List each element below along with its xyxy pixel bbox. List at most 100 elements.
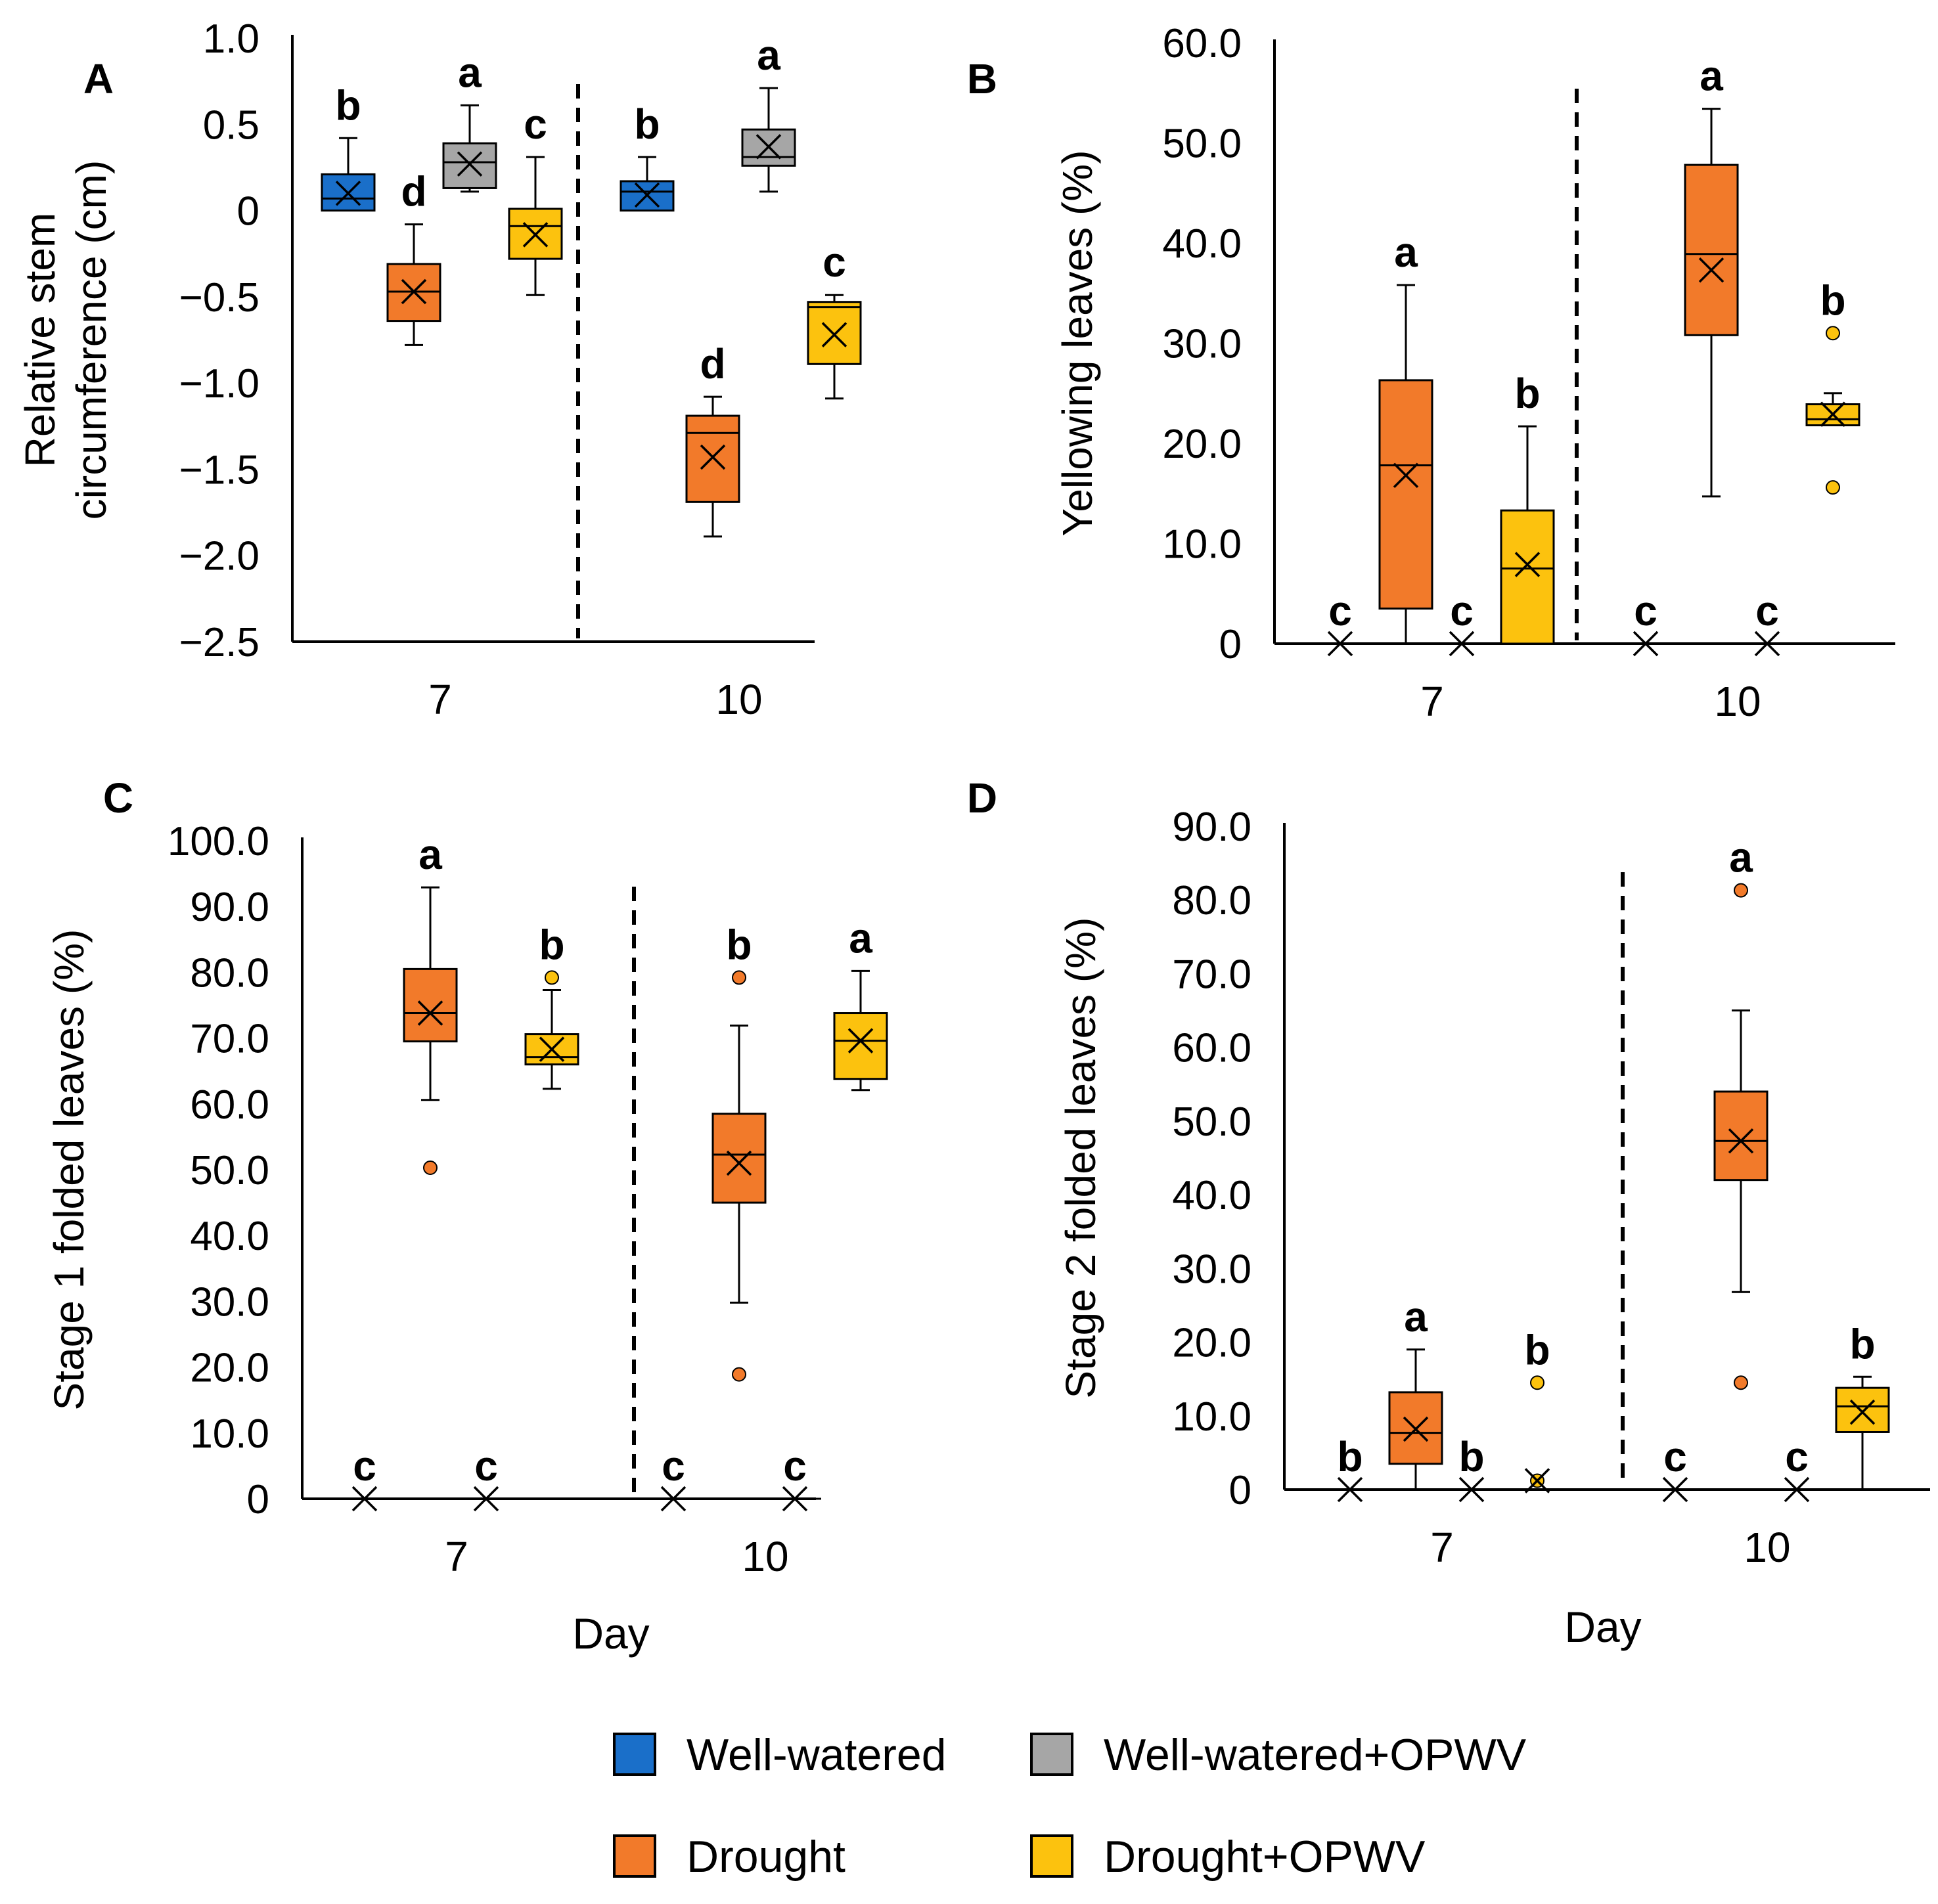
iqr-box [1684,164,1739,336]
y-tick-label: 10.0 [190,1411,269,1457]
box-drought-day-7: a [1388,1293,1443,1490]
panel-label: C [103,774,133,822]
box-drought-opwv-day-10: b [1805,277,1860,495]
significance-letter: b [539,921,564,968]
mean-marker [335,181,361,206]
y-axis-title-line: Stage 1 folded leaves (%) [45,929,93,1411]
mean-marker [1524,1468,1550,1494]
y-tick-label: 50.0 [1162,122,1242,167]
outlier-point [1826,480,1840,495]
box-well-watered-day-10: b [620,100,675,212]
y-tick-label: 60.0 [1162,21,1242,66]
significance-letter: b [335,81,361,129]
mean-marker [417,1000,443,1026]
box-well-watered-day-10: c [1649,1433,1701,1503]
box-well-watered-opwv-day-7: c [1435,587,1488,657]
y-tick-label: −0.5 [179,275,259,321]
iqr-box [524,1033,579,1066]
iqr-box [1835,1386,1890,1433]
outlier-point [423,1160,438,1175]
y-tick-label: −1.0 [179,361,259,407]
box-drought-day-7: a [1378,229,1433,644]
mean-marker [700,444,726,470]
mean-marker [755,134,782,160]
mean-marker [1784,1476,1810,1503]
significance-letter: a [757,32,780,79]
x-tick-label: 7 [428,676,452,723]
panel-a: 1.0 0.5 0 −2.0 −2.5 −0.5 −1.0 −1.5 Relative stem… [16,16,862,723]
box-drought-opwv-day-7: b [524,921,579,1090]
significance-letter: d [700,340,725,387]
x-tick-label: 7 [1420,678,1444,725]
panel-c: 100.0 90.0 80.0 70.0 60.0 50.0 40.0 30.0 20.0 10.… [45,774,888,1658]
y-tick-label: 60.0 [190,1082,269,1128]
mean-marker [1728,1128,1754,1154]
y-tick-label: 1.0 [203,16,259,62]
legend-label: Well-watered+OPWV [1104,1730,1527,1780]
mean-marker [1662,1476,1688,1503]
significance-letter: c [662,1442,685,1490]
box-well-watered-opwv-day-10: c [769,1442,821,1512]
y-tick-label: 70.0 [190,1017,269,1062]
iqr-box [685,414,740,503]
y-axis-title: Relative stemcircumference (cm) [16,160,115,520]
significance-letter: c [1450,587,1474,634]
y-tick-label: 90.0 [190,885,269,930]
mean-marker [1327,631,1353,657]
significance-letter: a [1404,1293,1428,1340]
iqr-box [442,142,497,189]
y-tick-label: −2.0 [179,534,259,579]
significance-letter: c [1663,1433,1687,1480]
iqr-box [833,1012,888,1080]
legend-swatch [1030,1733,1073,1776]
mean-marker [1514,552,1541,577]
iqr-box [1713,1090,1769,1182]
y-tick-label: 70.0 [1172,952,1251,997]
y-tick-label: 30.0 [1162,322,1242,367]
box-drought-opwv-day-10: a [833,914,888,1092]
outlier-point [732,1367,746,1382]
significance-letter: b [1524,1326,1550,1373]
significance-letter: b [1514,370,1540,417]
significance-letter: b [1337,1433,1363,1480]
legend-item-well-watered-opwv: Well-watered+OPWV [1030,1730,1527,1780]
y-tick-label: 40.0 [1162,221,1242,267]
legend-swatch [613,1834,656,1878]
box-drought-day-10: d [685,340,740,538]
outlier-point [1826,326,1840,341]
mean-marker [1458,1476,1485,1503]
box-drought-opwv-day-7: c [508,100,563,296]
x-tick-label: 7 [1430,1524,1454,1571]
significance-letter: a [1700,53,1723,100]
box-well-watered-opwv-day-7: b [1445,1433,1498,1503]
box-drought-day-10: b [711,921,767,1382]
y-tick-label: 60.0 [1172,1026,1251,1071]
significance-letter: c [474,1442,498,1490]
mean-marker [726,1150,752,1176]
y-axis-title-line: Stage 2 folded leaves (%) [1057,918,1104,1399]
iqr-box [1378,379,1433,610]
x-axis-title: Day [1564,1603,1641,1651]
y-axis-title: Stage 2 folded leaves (%) [1057,918,1104,1399]
mean-marker [1449,631,1475,657]
mean-marker [1393,462,1419,489]
mean-marker [539,1036,565,1062]
box-drought-day-7: d [386,168,441,346]
significance-letter: c [524,100,547,148]
legend: Well-watered Well-watered+OPWV Drought Drou… [613,1730,1527,1882]
legend-item-well-watered: Well-watered [613,1730,947,1780]
significance-letter: b [1820,277,1845,324]
significance-letter: b [726,921,752,968]
y-tick-label: 40.0 [1172,1173,1251,1218]
legend-label: Drought [687,1832,845,1882]
mean-marker [1754,631,1780,657]
panel-label: A [83,55,114,102]
box-well-watered-opwv-day-7: a [442,49,497,193]
legend-item-drought-opwv: Drought+OPWV [1030,1832,1426,1882]
y-tick-label: −1.5 [179,447,259,493]
box-drought-day-7: a [403,831,458,1175]
significance-letter: c [783,1442,807,1490]
significance-letter: c [1634,587,1657,634]
significance-letter: a [1394,229,1418,276]
